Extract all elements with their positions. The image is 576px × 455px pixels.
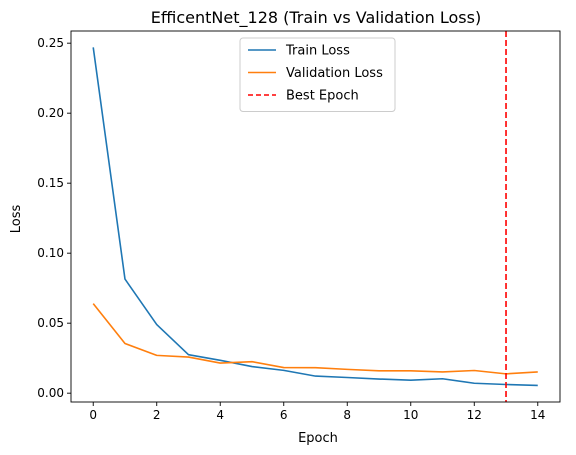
legend-box <box>239 37 396 112</box>
x-tick-label: 0 <box>89 408 97 422</box>
y-tick-label: 0.20 <box>37 106 64 120</box>
y-tick-label: 0.00 <box>37 386 64 400</box>
series-line-validation-loss <box>92 303 538 375</box>
x-tick-label: 12 <box>467 408 482 422</box>
legend: Train Loss Validation Loss Best Epoch <box>239 37 396 112</box>
y-tick-label: 0.25 <box>37 36 64 50</box>
x-tick-label: 10 <box>403 408 418 422</box>
x-tick-label: 4 <box>216 408 224 422</box>
x-axis-label: Epoch <box>298 431 338 446</box>
chart-title: EfficentNet_128 (Train vs Validation Los… <box>151 8 481 28</box>
x-tick-label: 14 <box>530 408 545 422</box>
y-tick-label: 0.10 <box>37 246 64 260</box>
x-tick-label: 8 <box>343 408 351 422</box>
x-tick-label: 6 <box>280 408 288 422</box>
y-tick-label: 0.05 <box>37 316 64 330</box>
series-line-train-loss <box>92 47 538 387</box>
y-axis-label: Loss <box>9 205 24 234</box>
legend-label-validation-loss: Validation Loss <box>286 66 383 81</box>
y-tick-label: 0.15 <box>37 176 64 190</box>
legend-label-train-loss: Train Loss <box>285 44 350 59</box>
axes: 0 2 4 6 8 10 12 14 0.00 0.05 0.10 0.15 0.20 0.25 <box>37 30 561 422</box>
legend-label-best-epoch: Best Epoch <box>286 89 359 104</box>
plot-area <box>92 31 538 402</box>
x-tick-label: 2 <box>153 408 161 422</box>
axes-frame <box>70 30 561 403</box>
